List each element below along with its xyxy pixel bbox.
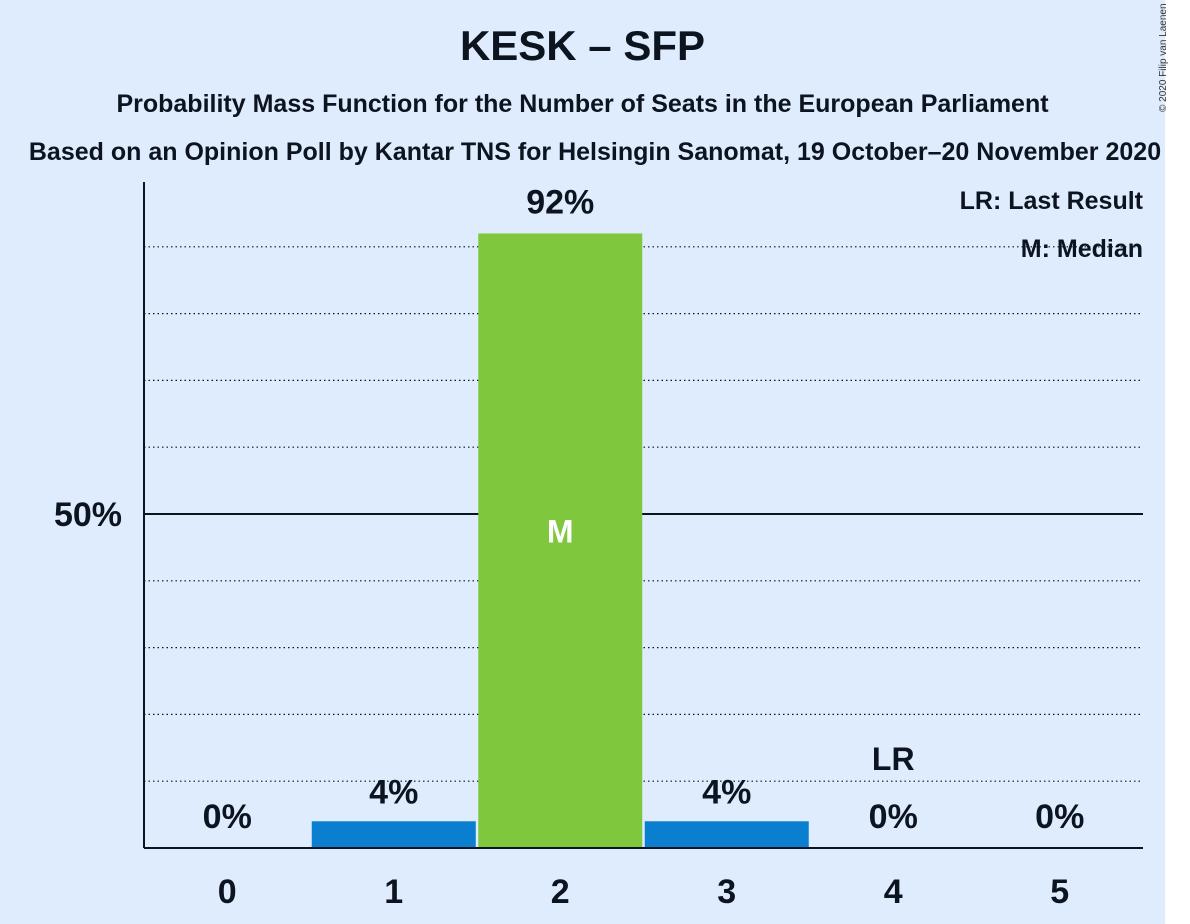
last-result-marker: LR	[872, 741, 915, 777]
bar-seat-2	[478, 233, 643, 848]
x-tick-label: 1	[384, 873, 403, 911]
value-label: 4%	[702, 773, 751, 811]
bar-seat-3	[644, 821, 809, 848]
value-label: 0%	[1035, 798, 1084, 836]
chart-title: KESK – SFP	[459, 22, 706, 69]
chart-subtitle: Probability Mass Function for the Number…	[116, 90, 1049, 118]
value-label: 92%	[526, 183, 594, 221]
plot-svg: 50% 0% 0 4% 1 92% 2 M 4% 3 0% 4 LR 0% 5 LR: Last Result…	[54, 182, 1144, 911]
value-label: 4%	[369, 773, 418, 811]
x-tick-label: 4	[884, 873, 903, 911]
x-tick-label: 2	[551, 873, 570, 911]
value-label: 0%	[203, 798, 252, 836]
legend-entry: LR: Last Result	[960, 187, 1144, 215]
chart-source: Based on an Opinion Poll by Kantar TNS f…	[28, 138, 1162, 166]
legend-entry: M: Median	[1021, 235, 1143, 263]
x-tick-label: 5	[1050, 873, 1069, 911]
value-label: 0%	[869, 798, 918, 836]
bar-seat-1	[311, 821, 476, 848]
x-tick-label: 0	[218, 873, 237, 911]
median-marker: M	[547, 514, 574, 550]
x-tick-label: 3	[717, 873, 736, 911]
y-tick-label: 50%	[54, 496, 122, 534]
